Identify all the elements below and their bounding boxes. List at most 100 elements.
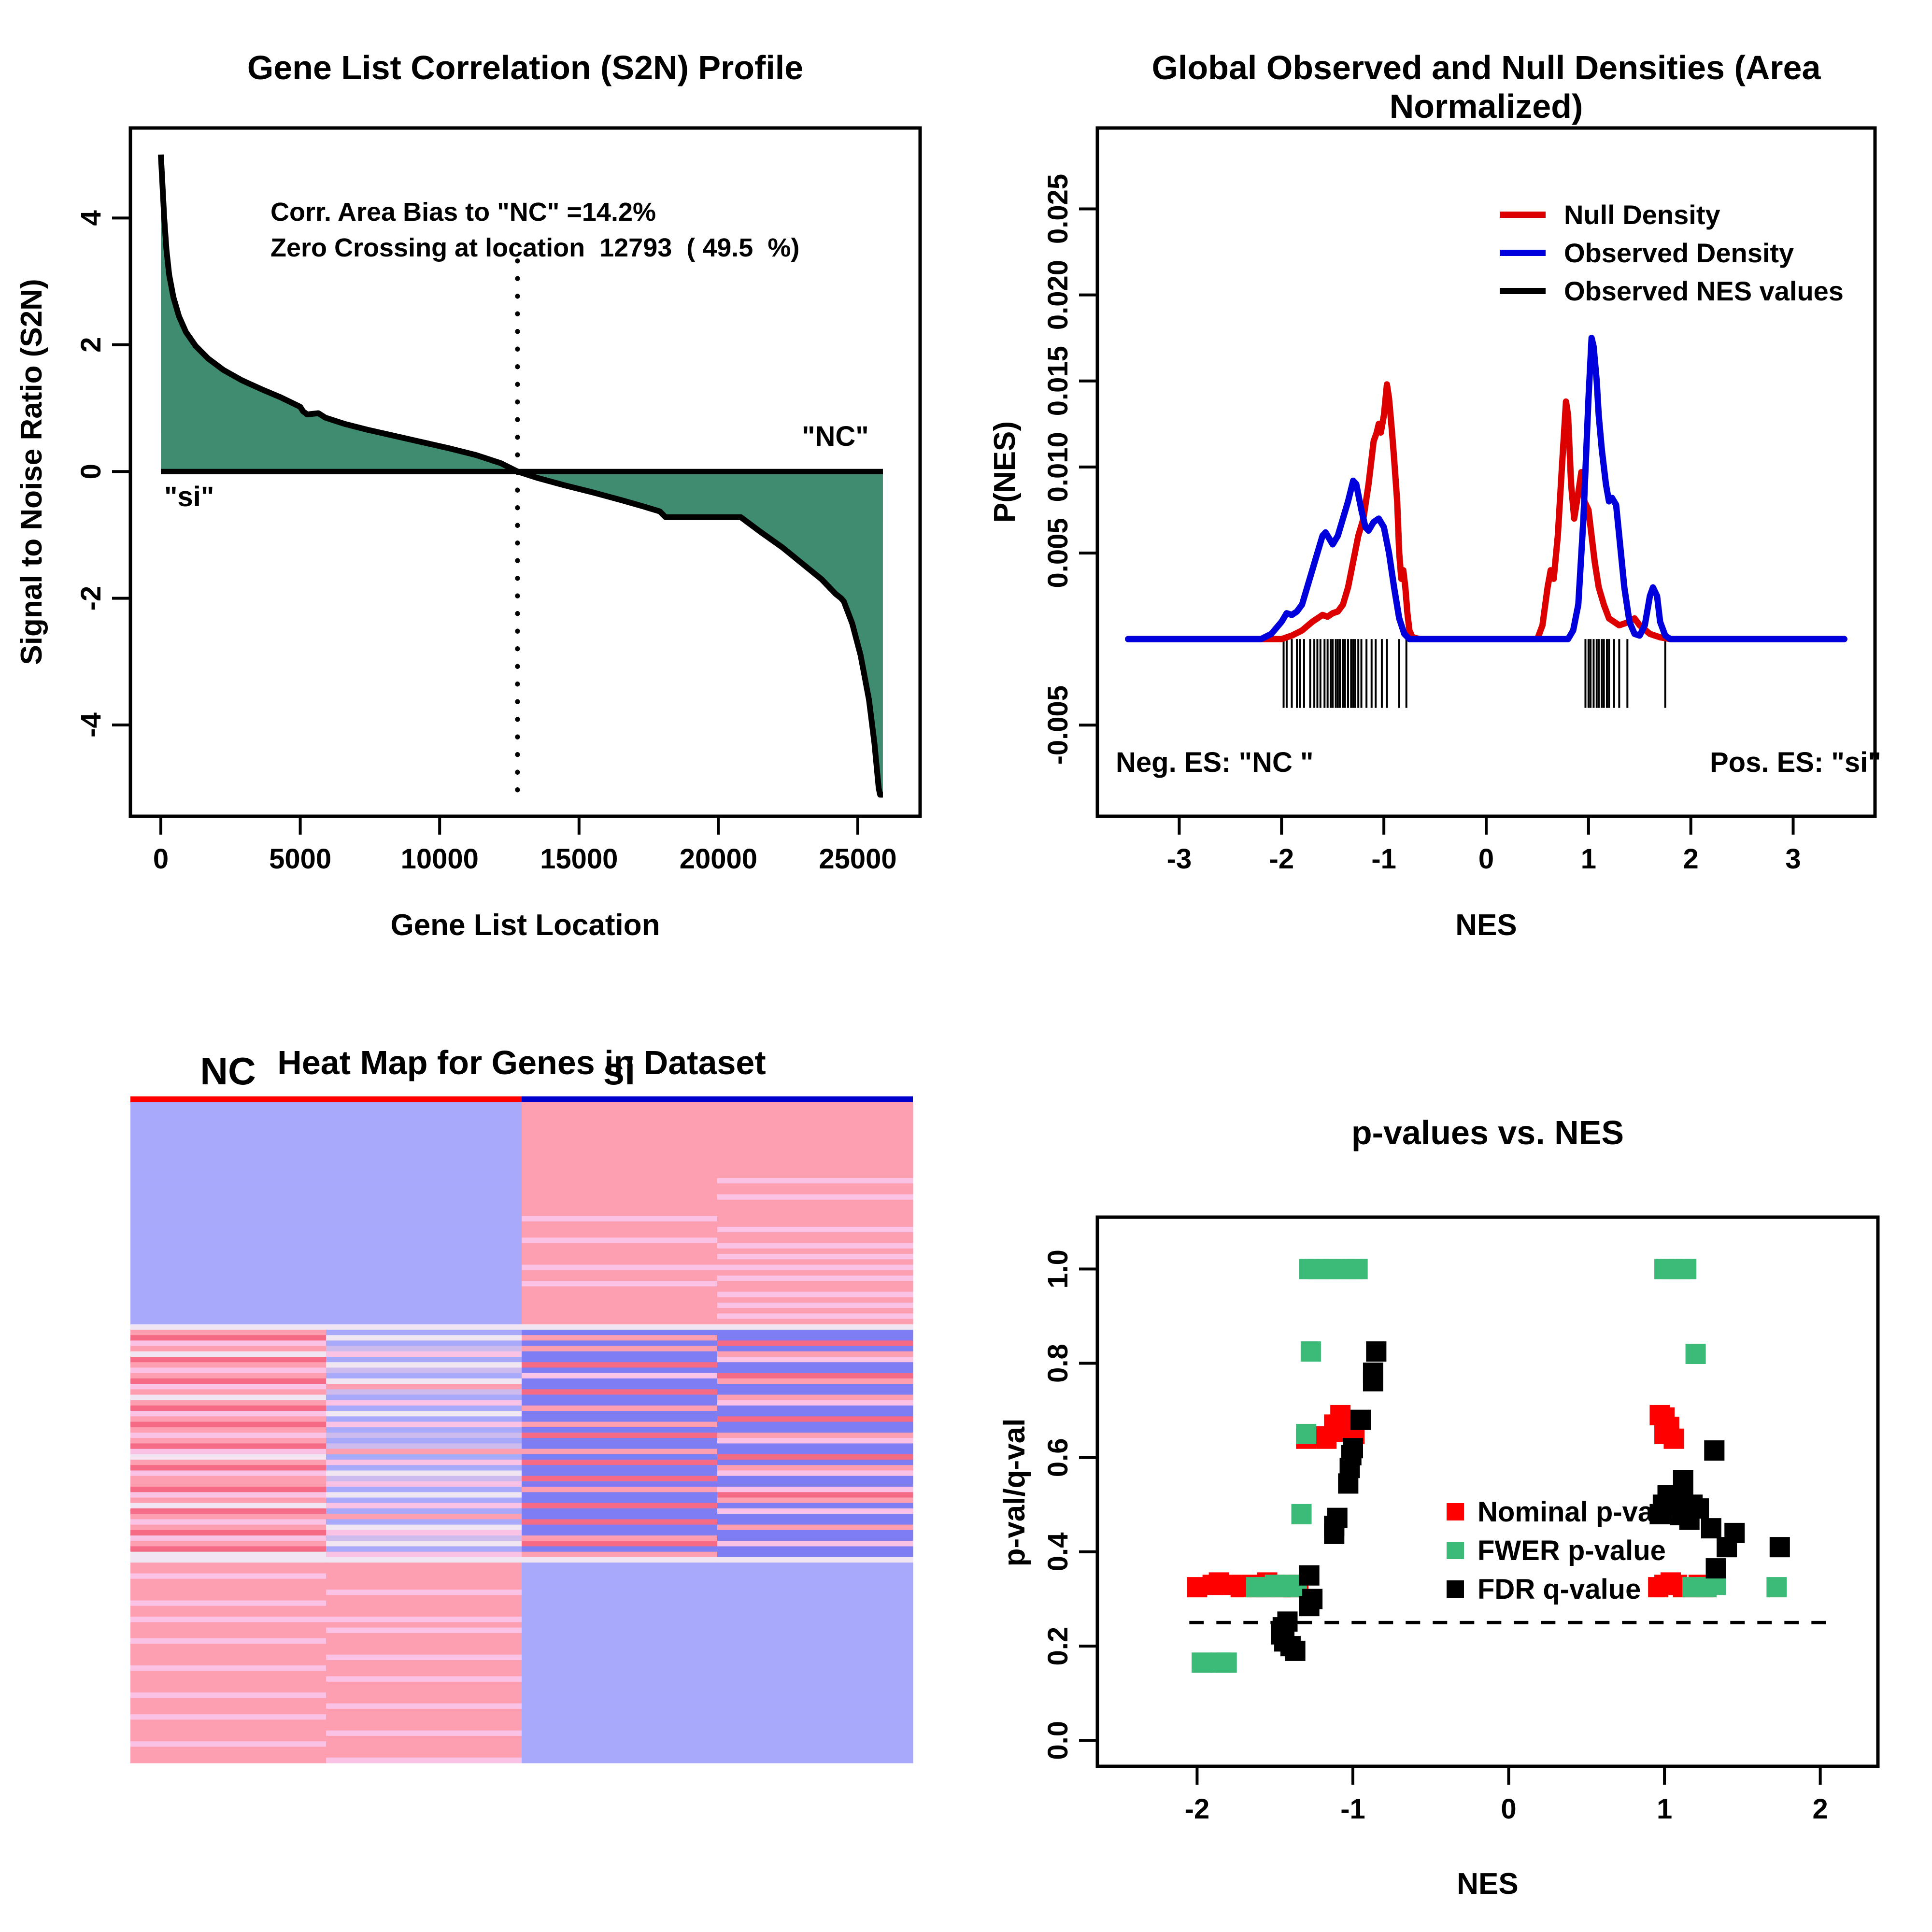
heatmap-cell	[522, 1205, 718, 1211]
heatmap-cell	[326, 1681, 522, 1688]
heatmap-cell	[522, 1367, 718, 1374]
heatmap-cell	[130, 1638, 327, 1644]
heatmap-cell	[130, 1698, 327, 1704]
heatmap-cell	[326, 1253, 522, 1260]
heatmap-cell	[130, 1752, 327, 1758]
heatmap-cell	[717, 1692, 913, 1699]
heatmap-cell	[326, 1421, 522, 1428]
heatmap-cell	[717, 1714, 913, 1720]
heatmap-cell	[522, 1416, 718, 1422]
heatmap-cell	[522, 1194, 718, 1200]
heatmap-cell	[130, 1373, 327, 1379]
heatmap-cell	[130, 1725, 327, 1731]
heatmap-cell	[522, 1443, 718, 1449]
heatmap-cell	[717, 1476, 913, 1482]
panel1-annotation-corr-area-bias: Corr. Area Bias to "NC" =14.2%	[270, 198, 656, 227]
heatmap-cell	[326, 1568, 522, 1574]
heatmap-cell	[717, 1492, 913, 1498]
panel1-xlabel: Gene List Location	[390, 909, 660, 942]
heatmap-cell	[717, 1747, 913, 1753]
heatmap-cell	[130, 1416, 327, 1422]
heatmap-cell	[717, 1497, 913, 1504]
heatmap-cell	[522, 1573, 718, 1579]
heatmap-cell	[717, 1611, 913, 1617]
heatmap-cell	[326, 1264, 522, 1271]
heatmap-cell	[130, 1568, 327, 1574]
heatmap-cell	[717, 1384, 913, 1390]
heatmap-cell	[522, 1140, 718, 1146]
heatmap-cell	[130, 1199, 327, 1206]
heatmap-cell	[326, 1189, 522, 1195]
panel2-legend-observed-density: Observed Density	[1500, 234, 1844, 272]
heatmap-si-class-bar	[522, 1096, 913, 1102]
heatmap-cell	[326, 1346, 522, 1352]
panel4-xlabel: NES	[1457, 1867, 1519, 1901]
heatmap-cell	[130, 1243, 327, 1249]
heatmap-cell	[522, 1546, 718, 1552]
heatmap-cell	[130, 1735, 327, 1742]
panel4-title: p-values vs. NES	[1351, 1114, 1624, 1151]
heatmap-cell	[522, 1660, 718, 1666]
heatmap-cell	[326, 1600, 522, 1606]
heatmap-cell	[326, 1308, 522, 1314]
heatmap-cell	[522, 1275, 718, 1281]
heatmap-cell	[717, 1178, 913, 1184]
heatmap-cell	[522, 1329, 718, 1335]
panel2-x-tick-label: 1	[1581, 843, 1596, 875]
heatmap-cell	[130, 1714, 327, 1720]
heatmap-cell	[326, 1108, 522, 1114]
heatmap-cell	[130, 1719, 327, 1726]
heatmap-cell	[522, 1719, 718, 1726]
heatmap-nc-class-bar	[130, 1096, 522, 1102]
heatmap-cell	[522, 1384, 718, 1390]
heatmap-cell	[522, 1454, 718, 1460]
panel2-y-tick-label: -0.005	[1042, 685, 1074, 765]
heatmap-cell	[326, 1470, 522, 1477]
heatmap-cell	[522, 1551, 718, 1558]
heatmap-cell	[717, 1302, 913, 1308]
heatmap-cell	[130, 1232, 327, 1238]
heatmap-cell	[522, 1216, 718, 1222]
heatmap-cell	[522, 1427, 718, 1433]
heatmap-cell	[326, 1389, 522, 1395]
panel2-title: Global Observed and Null Densities (Area…	[1151, 49, 1821, 125]
heatmap-cell	[130, 1324, 327, 1330]
panel1-x-tick-label: 5000	[269, 843, 331, 875]
heatmap-cell	[130, 1421, 327, 1428]
heatmap-cell	[130, 1378, 327, 1384]
heatmap-cell	[717, 1508, 913, 1514]
heatmap-cell	[130, 1449, 327, 1455]
heatmap-cell	[522, 1503, 718, 1509]
heatmap-cell	[717, 1519, 913, 1525]
heatmap-cell	[326, 1714, 522, 1720]
heatmap-cell	[326, 1129, 522, 1135]
heatmap-cell	[717, 1568, 913, 1574]
heatmap-cell	[130, 1102, 327, 1108]
legend-label: Nominal p-value	[1477, 1496, 1694, 1528]
panel2-x-tick-label: 2	[1683, 843, 1699, 875]
heatmap-cell	[522, 1253, 718, 1260]
heatmap-cell	[130, 1546, 327, 1552]
fwer-pvalue-point	[1216, 1652, 1237, 1673]
heatmap-cell	[130, 1747, 327, 1753]
heatmap-cell	[717, 1665, 913, 1671]
heatmap-cell	[326, 1708, 522, 1715]
heatmap-cell	[326, 1373, 522, 1379]
heatmap-cell	[326, 1118, 522, 1124]
heatmap-cell	[522, 1714, 718, 1720]
heatmap-cell	[717, 1237, 913, 1244]
heatmap-cell	[522, 1557, 718, 1563]
heatmap-cell	[130, 1611, 327, 1617]
heatmap-cell	[717, 1329, 913, 1335]
heatmap-cell	[326, 1243, 522, 1249]
heatmap-cell	[326, 1730, 522, 1736]
fdr-qvalue-point	[1705, 1558, 1726, 1579]
heatmap-cell	[522, 1313, 718, 1320]
heatmap-cell	[717, 1687, 913, 1693]
heatmap-cell	[326, 1378, 522, 1384]
heatmap-cell	[717, 1546, 913, 1552]
heatmap-cell	[130, 1595, 327, 1601]
heatmap-cell	[717, 1297, 913, 1303]
heatmap-cell	[717, 1319, 913, 1325]
heatmap-cell	[522, 1665, 718, 1671]
